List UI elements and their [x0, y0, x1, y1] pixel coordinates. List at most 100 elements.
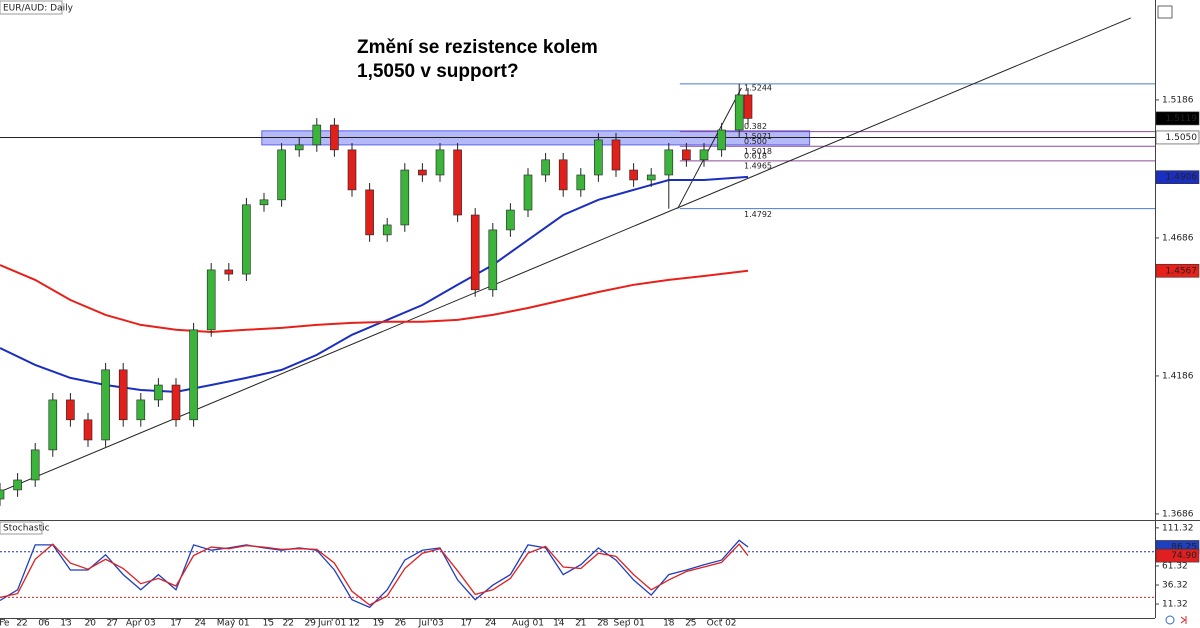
- x-tick-label: 25: [685, 619, 696, 628]
- y-tick-label: 11.32: [1162, 600, 1188, 610]
- price-label-box: [1155, 130, 1200, 145]
- candle-body: [365, 189, 374, 236]
- candle-body: [664, 149, 674, 176]
- x-tick-label: May 01: [217, 619, 250, 628]
- candle-body: [682, 149, 691, 161]
- fib-price: 1.4965: [744, 161, 772, 170]
- fib-ratio: 0.382: [744, 122, 767, 131]
- x-tick-label: 17: [461, 619, 472, 628]
- candle-body: [0, 489, 5, 500]
- candle-body: [13, 479, 22, 491]
- x-tick-label: Apr 03: [126, 619, 156, 628]
- candle-body: [330, 124, 339, 151]
- scroll-icon: [1180, 616, 1187, 624]
- price-label: 86.25: [1171, 542, 1197, 552]
- x-tick-label: 28: [597, 619, 609, 628]
- candle-body: [418, 169, 427, 176]
- candle-body: [83, 419, 93, 441]
- candle-body: [30, 449, 40, 481]
- candle-body: [576, 174, 586, 191]
- candle-body: [224, 269, 234, 275]
- y-tick-label: 111.32: [1162, 523, 1194, 533]
- candle-body: [699, 149, 709, 161]
- y-tick-label: 61.32: [1162, 561, 1188, 571]
- x-tick-label: 24: [194, 619, 206, 628]
- x-tick-label: Sep 01: [614, 619, 645, 628]
- x-tick-label: 20: [84, 619, 96, 628]
- x-tick-label: 21: [575, 619, 586, 628]
- candle-body: [594, 139, 603, 176]
- x-tick-label: 22: [16, 619, 27, 628]
- plot: 1.5186 1.4686 1.4186 1.3686 1.5244 0.3821.507…: [0, 17, 1200, 628]
- x-tick-label: 27: [106, 619, 117, 628]
- candle-body: [206, 269, 216, 331]
- indicator-title: Stochastic: [3, 524, 50, 534]
- candle-body: [611, 139, 621, 171]
- x-tick-label: 26: [395, 619, 407, 628]
- candle-body: [347, 149, 357, 191]
- candle-body: [646, 174, 656, 181]
- moving-average: [0, 264, 749, 334]
- candle-body: [629, 169, 638, 181]
- candle-body: [277, 149, 286, 201]
- x-tick-label: 13: [60, 619, 71, 628]
- price-label-box: [1155, 263, 1200, 278]
- candle-body: [66, 399, 75, 421]
- indicator-title-box: [0, 521, 43, 535]
- candle-body: [488, 229, 498, 291]
- price-label: 74.90: [1171, 551, 1197, 561]
- y-tick-label: 1.4186: [1162, 371, 1194, 381]
- candle-body: [189, 329, 198, 421]
- stochastic-line: [0, 539, 749, 609]
- candle-body: [523, 174, 533, 211]
- candle-body: [743, 94, 753, 119]
- candle-body: [242, 204, 251, 275]
- link-icon: [1165, 615, 1175, 625]
- annotation: Změní se rezistence kolem: [357, 37, 598, 58]
- fib-price: 1.5071: [744, 132, 772, 141]
- x-tick-label: 15: [263, 619, 274, 628]
- x-tick-label: 17: [170, 619, 181, 628]
- price-label: 1.5050: [1166, 133, 1198, 143]
- fib-price: 1.5244: [744, 83, 772, 92]
- stochastic-line: [0, 543, 749, 606]
- candle-body: [470, 214, 480, 291]
- x-tick-label: Aug 01: [512, 619, 544, 628]
- y-tick-label: 1.3686: [1162, 509, 1194, 519]
- fib-price: 1.4792: [744, 210, 772, 219]
- title-box: [0, 0, 63, 15]
- candle-body: [312, 124, 322, 146]
- candle-body: [506, 209, 515, 231]
- candle-body: [118, 369, 128, 421]
- x-tick-label: 18: [663, 619, 675, 628]
- x-tick-label: 19: [373, 619, 385, 628]
- x-tick-label: Jun 01: [317, 619, 346, 628]
- chart-title: EUR/AUD: Daily: [3, 4, 74, 14]
- trendline: [677, 87, 742, 209]
- candle-body: [400, 169, 410, 226]
- candle-body: [435, 149, 445, 176]
- trendline: [0, 17, 1131, 493]
- y-tick-label: 1.4686: [1162, 233, 1194, 243]
- candle-body: [48, 399, 58, 451]
- price-label-box: [1155, 170, 1200, 184]
- x-tick-label: 22: [282, 619, 293, 628]
- x-tick-label: 14: [553, 619, 565, 628]
- price-label-box: [1155, 111, 1200, 126]
- y-tick-label: 36.32: [1162, 580, 1188, 590]
- x-tick-label: Fe: [0, 619, 10, 628]
- fib-ratio: 0.500: [744, 137, 767, 146]
- candle-body: [259, 199, 269, 206]
- x-tick-label: Jul 03: [418, 619, 444, 628]
- candle-body: [171, 384, 181, 421]
- settings-icon: [1157, 5, 1173, 19]
- x-tick-label: 24: [485, 619, 497, 628]
- fib-ratio: 0.618: [744, 151, 767, 160]
- candle-body: [541, 159, 550, 176]
- candle-body: [717, 129, 726, 151]
- price-label: 1.4906: [1166, 173, 1198, 183]
- x-tick-label: 06: [38, 619, 50, 628]
- candle-body: [382, 224, 392, 236]
